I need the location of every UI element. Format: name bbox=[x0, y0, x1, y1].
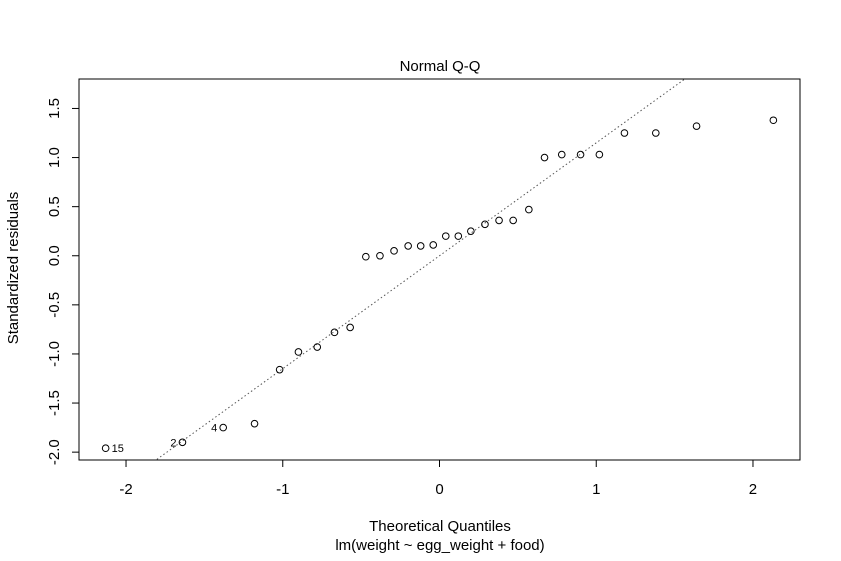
y-tick-label: 0.0 bbox=[46, 245, 63, 266]
plot-frame bbox=[78, 78, 801, 461]
data-point bbox=[557, 150, 566, 159]
data-point bbox=[416, 242, 425, 250]
y-tick-label: -1.0 bbox=[46, 341, 63, 367]
point-label: 15 bbox=[112, 443, 124, 455]
data-point bbox=[219, 423, 227, 432]
data-point bbox=[346, 323, 354, 332]
data-point bbox=[454, 232, 463, 240]
y-axis: -2.0 -1.5 -1.0 -0.5 0.0 0.5 1.0 1.5 bbox=[46, 98, 80, 465]
data-point bbox=[576, 150, 585, 159]
y-tick-label: -1.5 bbox=[46, 390, 63, 416]
y-axis-label: Standardized residuals bbox=[5, 192, 22, 345]
x-axis: -2 -1 0 1 2 bbox=[119, 459, 757, 498]
x-tick-label: -1 bbox=[276, 481, 289, 498]
data-point bbox=[509, 216, 517, 225]
y-tick-label: 1.5 bbox=[46, 98, 63, 119]
model-formula-label: lm(weight ~ egg_weight + food) bbox=[335, 537, 544, 554]
x-tick-label: 2 bbox=[749, 481, 757, 498]
y-tick-label: 1.0 bbox=[46, 147, 63, 168]
data-point bbox=[275, 365, 284, 374]
point-label: 4 bbox=[211, 423, 217, 435]
data-point bbox=[429, 241, 438, 249]
data-point bbox=[441, 232, 450, 240]
data-point bbox=[620, 129, 629, 137]
x-axis-label: Theoretical Quantiles bbox=[369, 518, 511, 535]
data-point bbox=[467, 227, 475, 236]
chart-title: Normal Q-Q bbox=[400, 58, 481, 75]
data-point bbox=[595, 150, 604, 159]
qq-reference-line bbox=[155, 79, 686, 460]
data-point bbox=[540, 153, 549, 162]
x-tick-label: 0 bbox=[435, 481, 443, 498]
data-point bbox=[250, 419, 259, 428]
plot-area: 15 24 bbox=[101, 79, 778, 460]
data-point bbox=[330, 328, 339, 337]
y-tick-label: 0.5 bbox=[46, 196, 63, 217]
data-point bbox=[525, 205, 533, 214]
data-point bbox=[376, 251, 384, 260]
data-point bbox=[404, 242, 412, 250]
y-tick-label: -0.5 bbox=[46, 292, 63, 318]
y-tick-label: -2.0 bbox=[46, 439, 63, 465]
data-point bbox=[652, 129, 660, 137]
data-point bbox=[769, 116, 778, 125]
data-point bbox=[313, 343, 322, 351]
data-point bbox=[294, 348, 303, 356]
point-label: 2 bbox=[170, 437, 176, 449]
data-point bbox=[481, 220, 489, 229]
data-point bbox=[101, 444, 110, 453]
x-tick-label: 1 bbox=[592, 481, 600, 498]
data-point bbox=[362, 252, 370, 261]
data-point bbox=[495, 216, 503, 225]
data-point bbox=[178, 438, 187, 447]
data-point bbox=[390, 247, 398, 255]
data-point bbox=[692, 122, 701, 130]
x-tick-label: -2 bbox=[119, 481, 132, 498]
